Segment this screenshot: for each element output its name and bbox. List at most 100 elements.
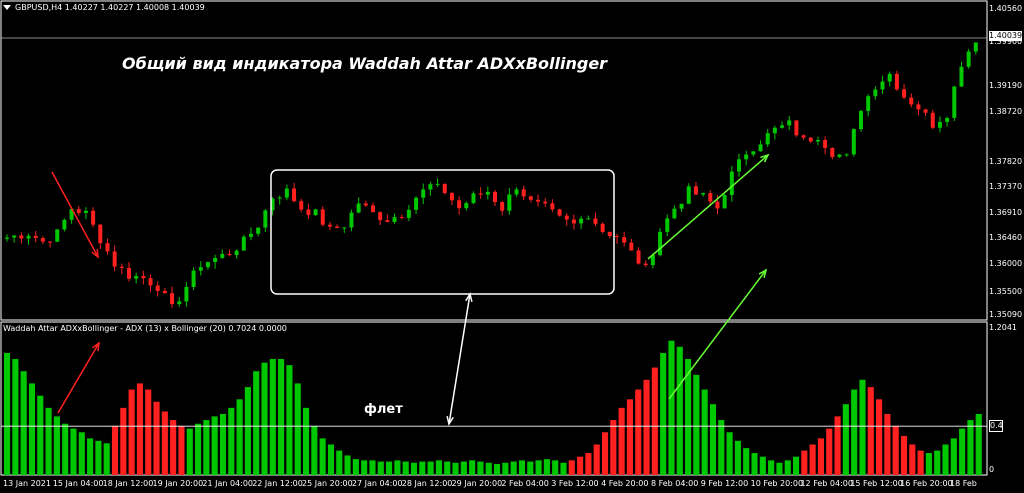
indicator-bar bbox=[228, 407, 235, 475]
candle-body bbox=[155, 285, 160, 291]
time-tick-label: 18 Jan 12:00 bbox=[102, 479, 154, 488]
indicator-bar bbox=[145, 389, 152, 475]
candle-body bbox=[701, 193, 706, 195]
candle-body bbox=[966, 51, 971, 67]
candle-body bbox=[550, 203, 555, 210]
indicator-bar bbox=[809, 444, 816, 475]
indicator-bar bbox=[552, 460, 559, 475]
indicator-bar bbox=[62, 423, 69, 475]
indicator-bar bbox=[934, 450, 941, 475]
candle-body bbox=[191, 270, 196, 287]
candle-body bbox=[672, 208, 677, 219]
indicator-tick-label: 1.2041 bbox=[989, 323, 1017, 332]
candle-body bbox=[622, 237, 627, 243]
candle-body bbox=[937, 121, 942, 128]
candle-body bbox=[765, 133, 770, 145]
indicator-bar bbox=[45, 407, 52, 475]
indicator-bar bbox=[170, 420, 177, 475]
time-tick-label: 4 Feb 20:00 bbox=[601, 479, 649, 488]
indicator-bar bbox=[410, 462, 418, 475]
candle-body bbox=[844, 154, 849, 156]
candle-body bbox=[162, 290, 167, 294]
candle-body bbox=[859, 110, 863, 130]
indicator-bar bbox=[510, 461, 517, 475]
indicator-bar bbox=[153, 401, 160, 475]
time-tick-label: 28 Jan 12:00 bbox=[401, 479, 453, 488]
indicator-bar bbox=[352, 459, 359, 475]
time-tick-label: 15 Jan 04:00 bbox=[52, 479, 104, 488]
indicator-bar bbox=[726, 432, 733, 475]
candle-body bbox=[794, 120, 799, 136]
indicator-bar bbox=[618, 407, 625, 475]
candle-body bbox=[227, 253, 232, 256]
indicator-bar bbox=[709, 404, 717, 475]
candle-body bbox=[342, 227, 347, 229]
candle-body bbox=[148, 278, 153, 286]
indicator-bar bbox=[676, 346, 683, 475]
candle-body bbox=[69, 208, 74, 220]
indicator-bar bbox=[394, 460, 401, 475]
arrow-down-main-head bbox=[91, 248, 99, 259]
candle-body bbox=[471, 193, 476, 204]
candle-body bbox=[758, 144, 763, 152]
indicator-bar bbox=[759, 456, 766, 475]
candle-body bbox=[787, 120, 792, 126]
indicator-bar bbox=[236, 399, 243, 475]
indicator-bar bbox=[668, 340, 675, 475]
time-tick-label: 12 Feb 04:00 bbox=[800, 479, 853, 488]
indicator-bar bbox=[302, 407, 310, 475]
indicator-bar bbox=[610, 420, 617, 475]
indicator-bar bbox=[792, 456, 800, 475]
level-label: 0.4 bbox=[989, 420, 1003, 432]
candle-body bbox=[658, 231, 663, 256]
time-tick-label: 3 Feb 12:00 bbox=[551, 479, 599, 488]
indicator-bar bbox=[311, 426, 318, 475]
candle-body bbox=[873, 89, 878, 97]
indicator-bar bbox=[219, 413, 227, 475]
indicator-bar bbox=[427, 461, 434, 475]
candle-body bbox=[500, 202, 505, 211]
candle-body bbox=[170, 293, 175, 305]
indicator-bar bbox=[884, 413, 891, 475]
price-tick-label: 1.39960 bbox=[989, 37, 1023, 47]
candle-body bbox=[134, 276, 139, 279]
candle-body bbox=[241, 236, 246, 251]
candle-body bbox=[615, 236, 619, 238]
candle-body bbox=[385, 220, 390, 223]
candle-body bbox=[306, 209, 311, 216]
indicator-bar bbox=[452, 462, 459, 475]
indicator-bar bbox=[660, 352, 667, 475]
candle-body bbox=[837, 154, 842, 157]
indicator-bar bbox=[950, 438, 957, 475]
indicator-histogram bbox=[1, 340, 987, 475]
candle-body bbox=[880, 81, 885, 90]
indicator-bar bbox=[485, 462, 492, 475]
candle-body bbox=[780, 125, 785, 128]
candle-body bbox=[923, 109, 928, 113]
price-tick-label: 1.36910 bbox=[989, 208, 1023, 218]
arrow-up-main-head bbox=[760, 153, 770, 163]
indicator-bar bbox=[959, 428, 966, 475]
candle-body bbox=[76, 208, 81, 214]
indicator-bar bbox=[876, 399, 883, 475]
candle-body bbox=[636, 250, 641, 264]
indicator-bar bbox=[967, 420, 974, 475]
candle-body bbox=[327, 224, 332, 227]
indicator-bar bbox=[851, 389, 858, 475]
candle-body bbox=[392, 216, 397, 223]
candle-body bbox=[98, 224, 103, 244]
time-tick-label: 18 Feb bbox=[950, 479, 977, 488]
candle-body bbox=[665, 218, 670, 232]
indicator-bar bbox=[28, 383, 36, 475]
candle-body bbox=[105, 243, 110, 252]
candle-body bbox=[808, 137, 813, 142]
indicator-bar bbox=[195, 423, 202, 475]
candle-body bbox=[414, 197, 419, 210]
time-tick-label: 10 Feb 20:00 bbox=[750, 479, 804, 488]
candle-body bbox=[536, 199, 541, 202]
indicator-bar bbox=[186, 428, 193, 475]
indicator-bar bbox=[20, 371, 27, 475]
triangle-down-icon[interactable] bbox=[3, 5, 11, 10]
indicator-bar bbox=[585, 453, 592, 475]
